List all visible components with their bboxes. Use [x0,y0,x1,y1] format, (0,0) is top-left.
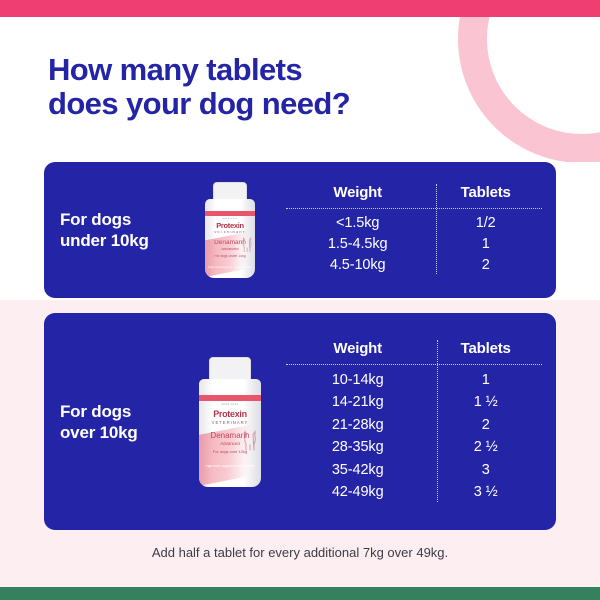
bottle-label-stripe [205,211,255,216]
table-row: 35-42kg 3 [286,459,542,482]
cell-weight: <1.5kg [336,215,380,231]
table-row: 4.5-10kg 2 [286,255,542,276]
bottle-code-2: 4039-0111 [221,402,239,406]
bottom-accent-bar [0,587,600,600]
bottle-for-who-2: For dogs over 10kg [212,449,248,454]
cell-tablets: 1 [481,371,490,388]
cell-weight: 14-21kg [331,394,384,410]
bottle-for-who-1: For dogs under 10kg [214,255,246,258]
column-divider [436,184,438,274]
column-header-weight: Weight [333,184,382,201]
column-header-weight: Weight [333,339,382,357]
table-body: <1.5kg 1/2 1.5-4.5kg 1 4.5-10kg 2 [286,213,542,276]
cell-weight: 21-28kg [331,416,384,433]
cell-weight: 35-42kg [331,461,384,478]
product-image-slot-1: 4039-0110 Protexin VETERINARY Denamarin … [174,182,286,278]
table-row: 10-14kg 1 [286,369,542,392]
bottle-code-1: 4039-0110 [222,217,238,220]
cell-weight: 10-14kg [331,371,384,388]
footnote-text: Add half a tablet for every additional 7… [151,545,449,560]
panel-label-over-10kg: For dogs over 10kg [60,401,138,442]
header-divider [286,208,542,209]
product-bottle-small: 4039-0110 Protexin VETERINARY Denamarin … [205,182,255,278]
product-bottle-large: 4039-0111 Protexin VETERINARY Denamarin … [199,356,261,487]
dosage-panel-under-10kg: For dogs under 10kg 4039-0110 Protexin V… [44,162,556,298]
column-header-tablets: Tablets [460,184,511,201]
dosage-panel-over-10kg: For dogs over 10kg 4039-0111 Protexin VE… [44,313,556,530]
cell-tablets: 1/2 [475,215,496,231]
table-row: 14-21kg 1 ½ [286,391,542,414]
column-header-tablets: Tablets [460,339,511,357]
table-row: 28-35kg 2 ½ [286,436,542,459]
decorative-ring-container [0,17,600,162]
dosage-table-under-10kg: Weight Tablets <1.5kg 1/2 1.5-4.5kg 1 4.… [286,184,556,276]
bottle-claim-2: High level support for liver health [205,464,255,468]
cell-weight: 1.5-4.5kg [327,236,388,252]
bottle-claim-1: High level support for liver health [208,266,252,269]
dosage-table-over-10kg: Weight Tablets 10-14kg 1 14-21kg 1 ½ 21-… [286,339,556,504]
panel-label-under-10kg: For dogs under 10kg [60,210,149,250]
cell-tablets: 3 ½ [473,484,498,500]
bottle-cap-icon [209,356,251,382]
dog-outline-icon [242,237,252,252]
header-divider [286,363,542,365]
table-header-row: Weight Tablets [286,340,542,364]
table-row: <1.5kg 1/2 [286,213,542,234]
bottle-body: 4039-0110 Protexin VETERINARY Denamarin … [205,199,255,278]
bottle-product-name-2: Denamarin [210,431,250,440]
bottle-product-name-1: Denamarin [214,240,246,246]
bottle-label-stripe [199,394,261,401]
bottle-body: 4039-0111 Protexin VETERINARY Denamarin … [199,378,261,487]
bottle-brand-1: Protexin [216,222,244,230]
bottle-subbrand-1: VETERINARY [214,231,246,234]
table-row: 42-49kg 3 ½ [286,481,542,504]
cell-tablets: 2 ½ [473,439,498,455]
table-header-row: Weight Tablets [286,184,542,208]
cell-tablets: 1 [481,236,490,252]
bottle-variant-2: Advanced [220,441,240,446]
bottle-subbrand-2: VETERINARY [211,420,249,425]
cell-tablets: 2 [481,257,490,273]
dog-outline-icon [244,429,256,451]
cell-tablets: 1 ½ [473,394,498,410]
table-body: 10-14kg 1 14-21kg 1 ½ 21-28kg 2 28-35kg … [286,369,542,504]
cell-weight: 42-49kg [331,484,384,500]
cell-tablets: 2 [481,416,490,433]
page-title: How many tablets does your dog need? [48,52,351,121]
top-accent-bar [0,0,600,17]
pink-circle-ring-decoration [458,17,600,162]
cell-weight: 28-35kg [331,439,384,455]
table-row: 1.5-4.5kg 1 [286,234,542,255]
column-divider [437,339,439,502]
bottle-variant-1: Advanced [221,248,239,251]
cell-tablets: 3 [481,461,490,478]
cell-weight: 4.5-10kg [329,257,386,273]
table-row: 21-28kg 2 [286,414,542,437]
product-image-slot-2: 4039-0111 Protexin VETERINARY Denamarin … [174,356,286,487]
bottle-brand-2: Protexin [213,409,247,419]
